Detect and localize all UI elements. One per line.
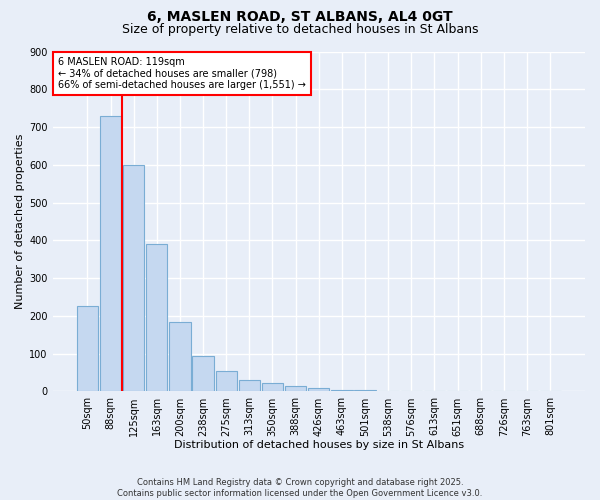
Bar	[331, 390, 353, 392]
Bar	[215, 372, 237, 392]
Bar	[123, 165, 144, 392]
Bar	[493, 390, 515, 392]
Bar	[401, 390, 422, 392]
Bar	[377, 390, 399, 392]
Bar	[169, 322, 191, 392]
Bar	[447, 390, 468, 392]
Text: 6, MASLEN ROAD, ST ALBANS, AL4 0GT: 6, MASLEN ROAD, ST ALBANS, AL4 0GT	[147, 10, 453, 24]
Bar	[424, 390, 445, 392]
Text: 6 MASLEN ROAD: 119sqm
← 34% of detached houses are smaller (798)
66% of semi-det: 6 MASLEN ROAD: 119sqm ← 34% of detached …	[58, 56, 306, 90]
Bar	[239, 380, 260, 392]
Bar	[355, 390, 376, 392]
X-axis label: Distribution of detached houses by size in St Albans: Distribution of detached houses by size …	[174, 440, 464, 450]
Bar	[100, 116, 121, 392]
Text: Contains HM Land Registry data © Crown copyright and database right 2025.
Contai: Contains HM Land Registry data © Crown c…	[118, 478, 482, 498]
Bar	[193, 356, 214, 392]
Bar	[308, 388, 329, 392]
Bar	[77, 306, 98, 392]
Bar	[262, 383, 283, 392]
Bar	[517, 390, 538, 392]
Bar	[146, 244, 167, 392]
Bar	[470, 390, 491, 392]
Bar	[285, 386, 306, 392]
Y-axis label: Number of detached properties: Number of detached properties	[15, 134, 25, 309]
Text: Size of property relative to detached houses in St Albans: Size of property relative to detached ho…	[122, 22, 478, 36]
